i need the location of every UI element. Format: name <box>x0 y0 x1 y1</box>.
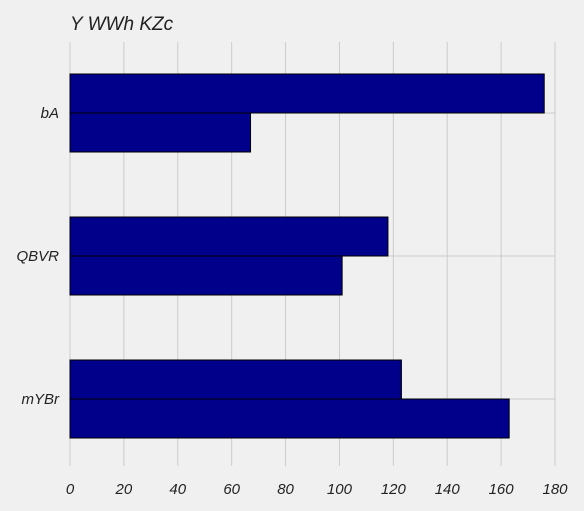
y-tick-label: mYBr <box>22 391 61 408</box>
x-tick-label: 160 <box>489 481 515 498</box>
bar <box>69 216 389 257</box>
x-tick-label: 40 <box>169 481 186 498</box>
y-tick-label: bA <box>41 105 59 122</box>
x-tick-label: 80 <box>277 481 294 498</box>
bar <box>69 255 343 296</box>
x-tick-label: 20 <box>115 481 133 498</box>
x-axis-ticks: 0 20 40 60 80 100 120 140 160 180 <box>66 481 568 498</box>
x-tick-label: 100 <box>327 481 353 498</box>
bar <box>69 398 510 439</box>
y-tick-label: QBVR <box>16 248 59 265</box>
chart-title: Y WWh KZc <box>70 14 174 35</box>
bar <box>69 359 402 400</box>
bar <box>69 73 545 114</box>
x-tick-label: 140 <box>435 481 461 498</box>
bars <box>69 73 545 439</box>
bar <box>69 112 252 153</box>
y-axis-ticks: bA QBVR mYBr <box>16 105 60 408</box>
x-tick-label: 0 <box>66 481 75 498</box>
x-tick-label: 60 <box>223 481 240 498</box>
x-tick-label: 180 <box>542 481 568 498</box>
x-tick-label: 120 <box>381 481 407 498</box>
